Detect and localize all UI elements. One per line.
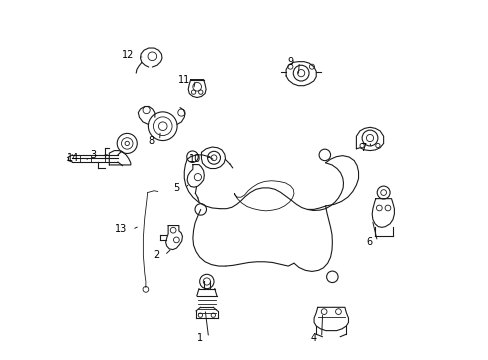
Text: 9: 9 bbox=[287, 57, 293, 67]
Text: 4: 4 bbox=[309, 333, 316, 343]
Text: 11: 11 bbox=[177, 75, 190, 85]
Text: 12: 12 bbox=[122, 50, 134, 60]
Text: 13: 13 bbox=[114, 225, 126, 234]
Text: 2: 2 bbox=[153, 250, 159, 260]
Text: 10: 10 bbox=[188, 154, 201, 164]
Text: 14: 14 bbox=[66, 153, 79, 163]
Text: 3: 3 bbox=[90, 150, 97, 160]
Text: 6: 6 bbox=[366, 237, 371, 247]
Text: 8: 8 bbox=[148, 136, 154, 145]
Text: 7: 7 bbox=[360, 143, 366, 153]
Text: 5: 5 bbox=[173, 183, 179, 193]
Text: 1: 1 bbox=[197, 333, 203, 343]
